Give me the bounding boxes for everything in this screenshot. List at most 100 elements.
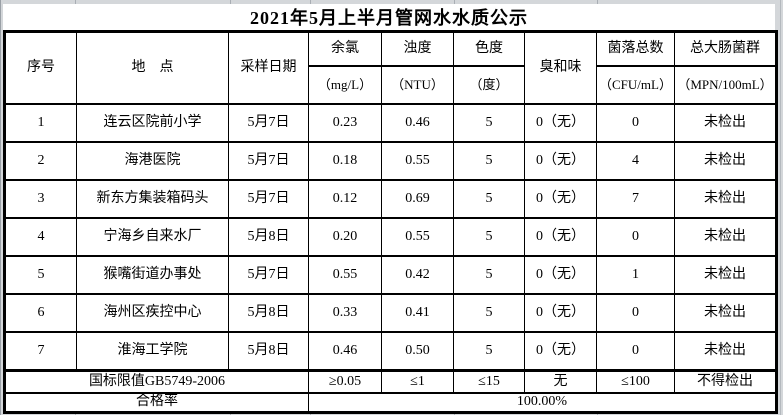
cell-index: 5 [4,255,77,295]
cell-odor: 0（无） [524,331,597,372]
cell-date: 5月7日 [228,255,309,295]
cell-coliform: 未检出 [674,141,777,181]
cell-date: 5月8日 [228,293,309,333]
cell-coliform: 未检出 [674,179,777,219]
limit-colony: ≤100 [596,369,675,394]
cell-color: 5 [453,217,525,257]
cell-colony: 0 [596,217,675,257]
cell-location: 宁海乡自来水厂 [76,217,229,257]
cell-colony: 0 [596,331,675,372]
cell-odor: 0（无） [524,141,597,181]
cell-color: 5 [453,141,525,181]
col-header-turbidity: 浊度 [381,30,454,67]
table-row-3: 3 新东方集装箱码头 5月7日 0.12 0.69 5 0（无） 7 未检出 [4,179,777,219]
cell-index: 2 [4,141,77,181]
col-unit-color: （度） [453,65,525,105]
col-unit-colony: （CFU/mL） [596,65,675,105]
cell-chlorine: 0.46 [308,331,382,372]
cell-chlorine: 0.23 [308,103,382,143]
cell-chlorine: 0.55 [308,255,382,295]
water-quality-table: 序号 地 点 采样日期 余氯 浊度 色度 臭和味 菌落总数 总大肠菌群 （mg/… [3,30,778,414]
col-header-coliform: 总大肠菌群 [674,30,777,67]
cell-index: 4 [4,217,77,257]
cell-date: 5月8日 [228,331,309,372]
cell-date: 5月7日 [228,103,309,143]
cell-turbidity: 0.69 [381,179,454,219]
cell-odor: 0（无） [524,217,597,257]
cell-color: 5 [453,293,525,333]
cell-chlorine: 0.12 [308,179,382,219]
table-row-5: 5 猴嘴街道办事处 5月7日 0.55 0.42 5 0（无） 1 未检出 [4,255,777,295]
cell-odor: 0（无） [524,255,597,295]
cell-turbidity: 0.55 [381,217,454,257]
cell-color: 5 [453,103,525,143]
col-header-index: 序号 [4,30,77,105]
pass-rate-row: 合格率 100.00% [4,392,777,414]
limit-chlorine: ≥0.05 [308,369,382,394]
limit-row: 国标限值GB5749-2006 ≥0.05 ≤1 ≤15 无 ≤100 不得检出 [4,369,777,394]
cell-location: 海州区疾控中心 [76,293,229,333]
cell-chlorine: 0.20 [308,217,382,257]
cell-turbidity: 0.46 [381,103,454,143]
col-header-date: 采样日期 [228,30,309,105]
cell-colony: 4 [596,141,675,181]
cell-odor: 0（无） [524,179,597,219]
col-header-colony: 菌落总数 [596,30,675,67]
cell-location: 淮海工学院 [76,331,229,372]
cell-colony: 1 [596,255,675,295]
pass-rate-value: 100.00% [308,392,777,414]
col-unit-chlorine: （mg/L） [308,65,382,105]
col-unit-turbidity: （NTU） [381,65,454,105]
gridline-tick [597,0,598,4]
cell-coliform: 未检出 [674,293,777,333]
table-row-6: 6 海州区疾控中心 5月8日 0.33 0.41 5 0（无） 0 未检出 [4,293,777,333]
cell-chlorine: 0.18 [308,141,382,181]
cell-date: 5月7日 [228,141,309,181]
cell-colony: 7 [596,179,675,219]
table-row-2: 2 海港医院 5月7日 0.18 0.55 5 0（无） 4 未检出 [4,141,777,181]
cell-turbidity: 0.42 [381,255,454,295]
gridline-tick [310,0,311,4]
cell-location: 猴嘴街道办事处 [76,255,229,295]
pass-rate-label: 合格率 [4,392,309,414]
cell-color: 5 [453,255,525,295]
gridline-left-edge [0,0,1,415]
cell-turbidity: 0.41 [381,293,454,333]
header-row: 序号 地 点 采样日期 余氯 浊度 色度 臭和味 菌落总数 总大肠菌群 [4,30,777,105]
cell-location: 连云区院前小学 [76,103,229,143]
col-header-odor: 臭和味 [524,30,597,105]
cell-colony: 0 [596,293,675,333]
cell-color: 5 [453,179,525,219]
cell-chlorine: 0.33 [308,293,382,333]
cell-coliform: 未检出 [674,331,777,372]
cell-turbidity: 0.55 [381,141,454,181]
col-header-chlorine: 余氯 [308,30,382,67]
col-unit-coliform: （MPN/100mL） [674,65,777,105]
cell-location: 新东方集装箱码头 [76,179,229,219]
header-unit-row: （mg/L） （NTU） （度） （CFU/mL） （MPN/100mL） [5,65,777,105]
cell-index: 6 [4,293,77,333]
cell-color: 5 [453,331,525,372]
report-title: 2021年5月上半月管网水水质公示 [3,4,775,30]
col-header-location: 地 点 [76,30,229,105]
cell-coliform: 未检出 [674,255,777,295]
cell-turbidity: 0.50 [381,331,454,372]
table-row-1: 1 连云区院前小学 5月7日 0.23 0.46 5 0（无） 0 未检出 [4,103,777,143]
limit-coliform: 不得检出 [674,369,777,394]
limit-turbidity: ≤1 [381,369,454,394]
cell-location: 海港医院 [76,141,229,181]
cell-colony: 0 [596,103,675,143]
cell-coliform: 未检出 [674,217,777,257]
table-row-7: 7 淮海工学院 5月8日 0.46 0.50 5 0（无） 0 未检出 [4,331,777,372]
table-row-4: 4 宁海乡自来水厂 5月8日 0.20 0.55 5 0（无） 0 未检出 [4,217,777,257]
gridline-tick [230,0,231,4]
cell-date: 5月7日 [228,179,309,219]
cell-odor: 0（无） [524,103,597,143]
cell-odor: 0（无） [524,293,597,333]
cell-index: 1 [4,103,77,143]
report-sheet: 2021年5月上半月管网水水质公示 序号 地 点 采样日期 余氯 浊度 色度 臭… [3,4,778,414]
cell-date: 5月8日 [228,217,309,257]
gridline-tick [454,0,455,4]
limit-row-label: 国标限值GB5749-2006 [4,369,309,394]
